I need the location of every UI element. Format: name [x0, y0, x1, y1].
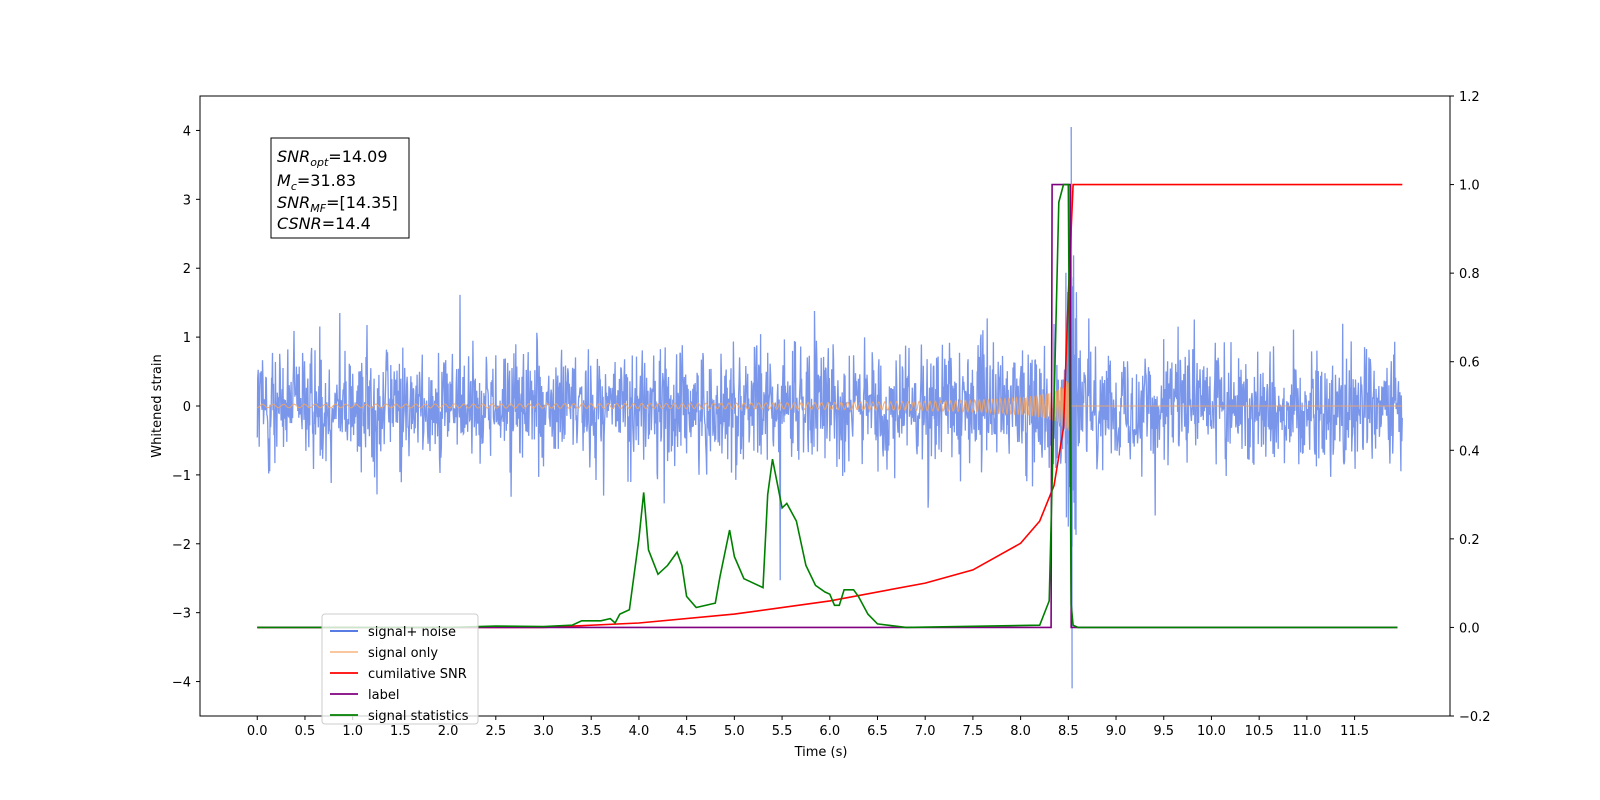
x-axis-ticks: 0.0 0.5 1.0 1.5 2.0 2.5 3.0 3.5 4.0 4.5 5.0 5.5 6.0 6…	[247, 716, 1369, 739]
x-tick-label: 9.0	[1106, 724, 1127, 739]
series-signal-only-line	[257, 380, 1403, 431]
snr-annotation-box: SNRopt=14.09 Mc=31.83 SNRMF=[14.35] CSNR…	[270, 137, 410, 239]
legend: signal+ noise signal only cumilative SNR la…	[321, 613, 479, 725]
annotation-snr-opt-value: =14.09	[328, 147, 387, 166]
y2-tick-label: 0.0	[1459, 621, 1480, 636]
y-tick-label: 1	[183, 331, 191, 346]
legend-entry-label: label	[368, 688, 399, 703]
y2-tick-label: −0.2	[1459, 710, 1491, 725]
x-tick-label: 7.5	[963, 724, 984, 739]
annotation-snr-mf-value: =[14.35]	[326, 193, 398, 212]
y2-tick-label: 0.2	[1459, 533, 1480, 548]
annotation-snr-mf: SNRMF=[14.35]	[277, 193, 398, 215]
y-tick-label: −2	[172, 538, 191, 553]
x-tick-label: 8.5	[1058, 724, 1079, 739]
legend-entry-label: signal statistics	[368, 709, 469, 724]
x-tick-label: 3.0	[533, 724, 554, 739]
y2-tick-label: 0.4	[1459, 444, 1480, 459]
annotation-csnr: CSNR=14.4	[277, 214, 371, 233]
y-axis-ticks: 4 3 2 1 0 −1 −2 −3 −4	[172, 124, 200, 691]
y-tick-label: 4	[183, 124, 191, 139]
x-tick-label: 7.0	[915, 724, 936, 739]
x-tick-label: 4.5	[676, 724, 697, 739]
x-tick-label: 10.5	[1245, 724, 1274, 739]
x-tick-label: 2.5	[485, 724, 506, 739]
x-tick-label: 1.0	[342, 724, 363, 739]
x-tick-label: 8.0	[1010, 724, 1031, 739]
legend-frame	[321, 613, 479, 725]
y2-axis-ticks: 1.2 1.0 0.8 0.6 0.4 0.2 0.0 −0.2	[1450, 90, 1491, 725]
annotation-chirp-mass-value: =31.83	[297, 171, 356, 190]
annotation-frame	[270, 137, 410, 239]
plot-data-layer	[256, 126, 1403, 689]
legend-entry-label: cumilative SNR	[368, 667, 467, 682]
y-axis-label: Whitened strain	[150, 354, 165, 457]
x-tick-label: 9.5	[1153, 724, 1174, 739]
y2-tick-label: 0.6	[1459, 356, 1480, 371]
legend-entry-label: signal only	[368, 646, 438, 661]
x-tick-label: 11.0	[1292, 724, 1321, 739]
y2-tick-label: 1.2	[1459, 90, 1480, 105]
legend-entry-label: signal+ noise	[368, 625, 456, 640]
y2-tick-label: 0.8	[1459, 267, 1480, 282]
x-tick-label: 5.0	[724, 724, 745, 739]
series-cumulative-snr-line	[257, 183, 1403, 629]
y2-tick-label: 1.0	[1459, 179, 1480, 194]
x-tick-label: 6.0	[819, 724, 840, 739]
y-tick-label: −4	[172, 676, 191, 691]
x-tick-label: 10.0	[1197, 724, 1226, 739]
annotation-snr-opt: SNRopt=14.09	[277, 147, 388, 169]
x-tick-label: 1.5	[390, 724, 411, 739]
annotation-csnr-value: =14.4	[322, 214, 371, 233]
x-tick-label: 2.0	[438, 724, 459, 739]
annotation-chirp-mass: Mc=31.83	[277, 171, 356, 193]
x-tick-label: 0.0	[247, 724, 268, 739]
y-tick-label: 0	[183, 400, 191, 415]
x-tick-label: 4.0	[629, 724, 650, 739]
y-tick-label: 3	[183, 193, 191, 208]
y-tick-label: −1	[172, 469, 191, 484]
series-signal-statistics-line	[257, 183, 1398, 629]
x-axis-label: Time (s)	[794, 745, 848, 760]
y-tick-label: −3	[172, 607, 191, 622]
x-tick-label: 0.5	[295, 724, 316, 739]
x-tick-label: 3.5	[581, 724, 602, 739]
x-tick-label: 6.5	[867, 724, 888, 739]
x-tick-label: 11.5	[1340, 724, 1369, 739]
y-tick-label: 2	[183, 262, 191, 277]
x-tick-label: 5.5	[772, 724, 793, 739]
